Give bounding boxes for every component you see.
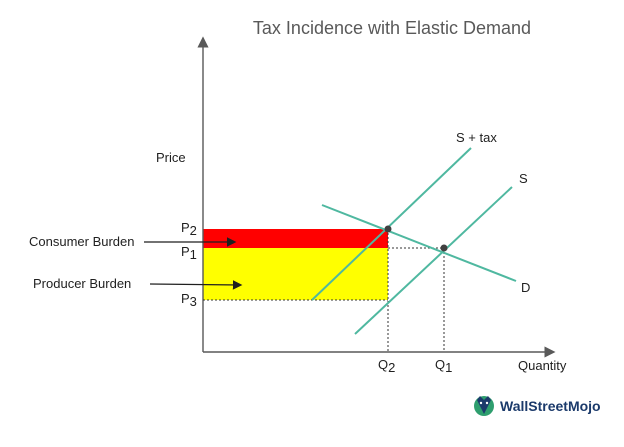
consumer-burden-label: Consumer Burden [29, 234, 135, 249]
p2-label: P2 [181, 220, 197, 238]
producer-burden-area [203, 248, 388, 300]
q1-label: Q1 [435, 357, 452, 375]
p3-label: P3 [181, 291, 197, 309]
producer-burden-arrow [149, 280, 243, 290]
equilibrium-point [440, 244, 448, 252]
demand-label: D [521, 280, 530, 295]
supply-tax-label: S + tax [456, 130, 497, 145]
supply-tax-curve [311, 147, 472, 301]
p1-label: P1 [181, 244, 197, 262]
producer-burden-label: Producer Burden [33, 276, 131, 291]
consumer-burden-area [203, 229, 388, 248]
supply-curve [354, 186, 513, 335]
tax-equilibrium-point [384, 225, 392, 233]
logo-text: WallStreetMojo [500, 398, 601, 414]
q2-label: Q2 [378, 357, 395, 375]
y-axis-label: Price [156, 150, 186, 165]
diagram-title: Tax Incidence with Elastic Demand [253, 18, 531, 38]
wallstreetmojo-bull-icon [474, 396, 494, 416]
demand-curve [321, 204, 517, 282]
supply-label: S [519, 171, 528, 186]
x-axis-label: Quantity [518, 358, 567, 373]
